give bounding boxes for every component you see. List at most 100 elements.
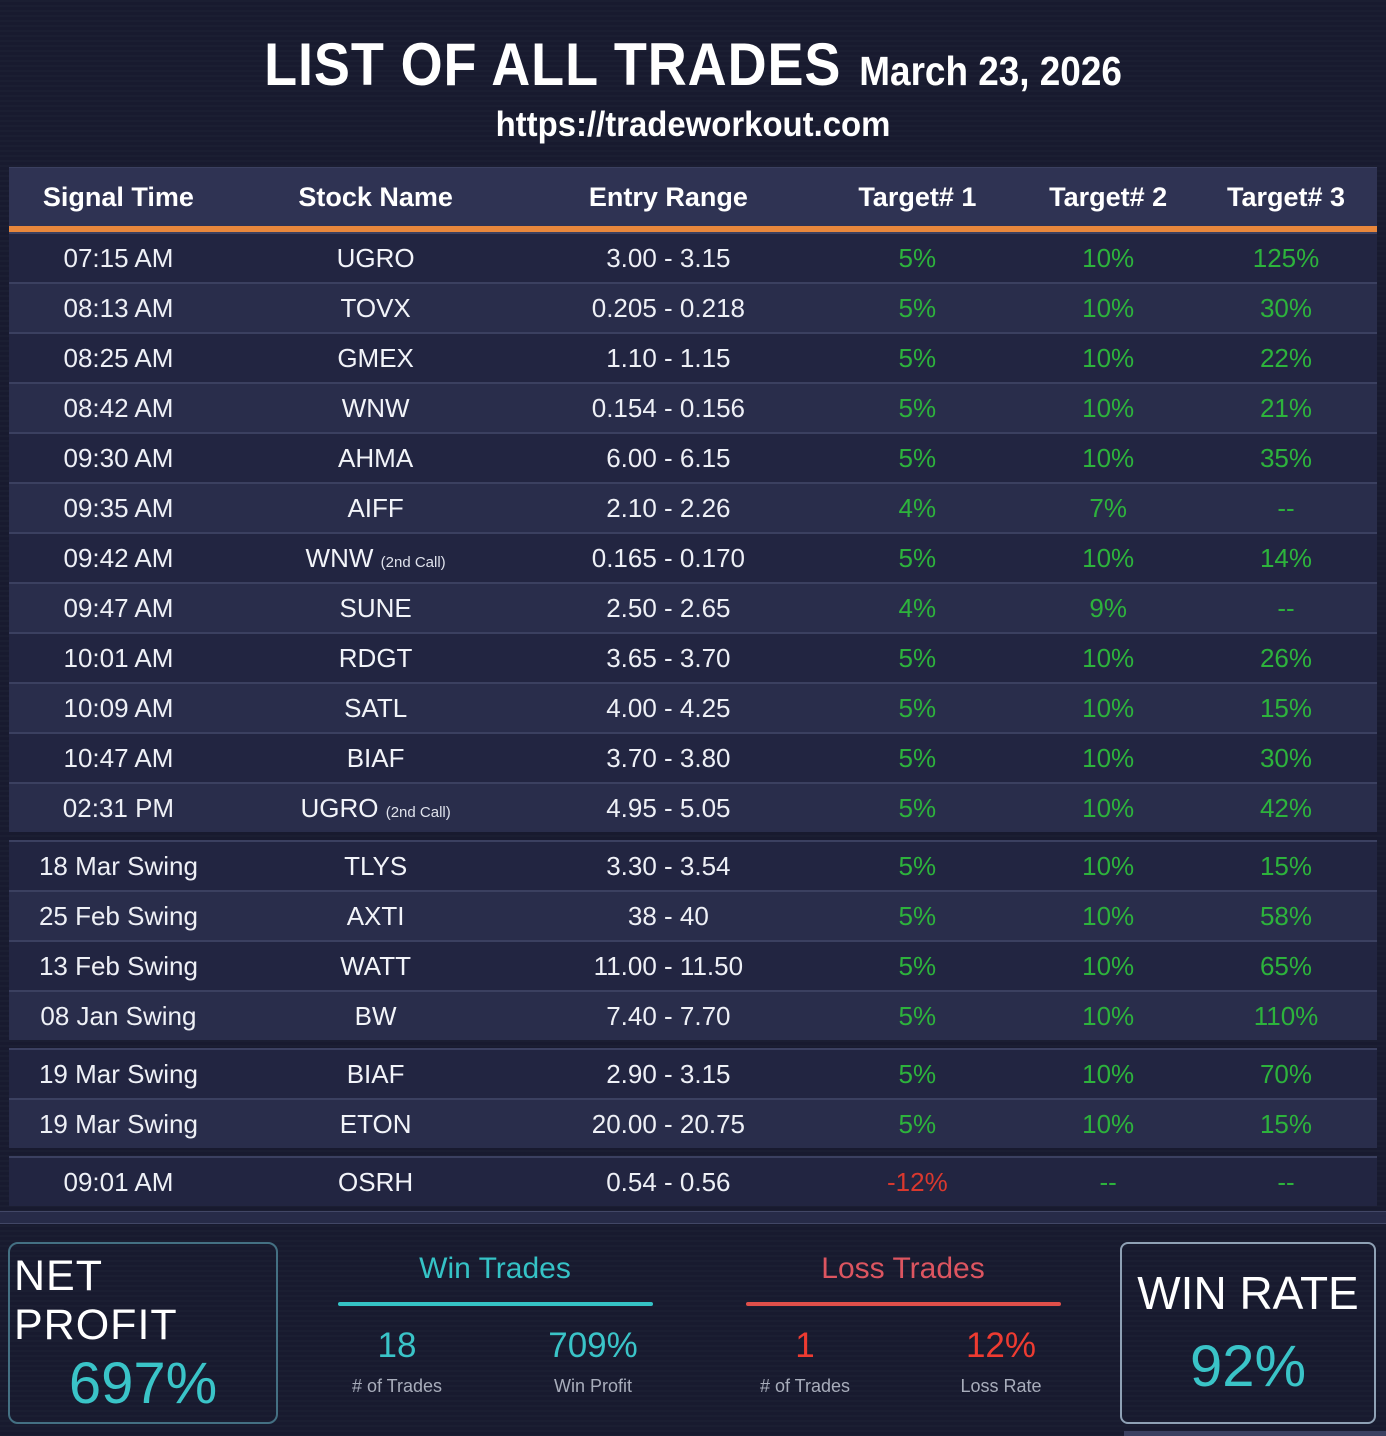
table-row[interactable]: 25 Feb Swing AXTI 38 - 40 5% 10% 58% (9, 890, 1377, 940)
target-3: -- (1277, 592, 1295, 623)
stock-symbol: BW (354, 1000, 397, 1031)
stock-symbol: WATT (340, 950, 411, 981)
target-1: 5% (898, 1000, 937, 1031)
table-row[interactable]: 10:09 AM SATL 4.00 - 4.25 5% 10% 15% (9, 682, 1377, 732)
entry-range: 6.00 - 6.15 (606, 442, 731, 473)
table-row[interactable]: 18 Mar Swing TLYS 3.30 - 3.54 5% 10% 15% (9, 840, 1377, 890)
table-row[interactable]: 09:01 AM OSRH 0.54 - 0.56 -12% -- -- (9, 1156, 1377, 1206)
stock-name: WNW (228, 393, 523, 424)
table-row[interactable]: 08:25 AM GMEX 1.10 - 1.15 5% 10% 22% (9, 332, 1377, 382)
target-1: 5% (898, 742, 937, 773)
table-row[interactable]: 08:13 AM TOVX 0.205 - 0.218 5% 10% 30% (9, 282, 1377, 332)
stock-name: TOVX (228, 293, 523, 324)
stock-symbol: SATL (344, 692, 408, 723)
stock-name: GMEX (228, 343, 523, 374)
target-2: 10% (1082, 1000, 1135, 1031)
column-header-entry-range: Entry Range (588, 181, 748, 212)
loss-trades-count: 1 (795, 1326, 815, 1365)
table-row[interactable]: 09:47 AM SUNE 2.50 - 2.65 4% 9% -- (9, 582, 1377, 632)
target-1: 5% (898, 1108, 937, 1139)
target-2: 10% (1082, 242, 1135, 273)
target-1: 5% (898, 692, 937, 723)
header-accent-rule (9, 226, 1377, 232)
stock-name: WATT (228, 951, 523, 982)
column-header-target-3: Target# 3 (1226, 181, 1346, 212)
table-row[interactable]: 19 Mar Swing ETON 20.00 - 20.75 5% 10% 15% (9, 1098, 1377, 1148)
target-1: 5% (898, 392, 937, 423)
stock-name: OSRH (228, 1167, 523, 1198)
target-2: 10% (1082, 342, 1135, 373)
stock-name: AHMA (228, 443, 523, 474)
entry-range: 38 - 40 (627, 900, 709, 931)
win-trades-count-label: # of Trades (351, 1376, 443, 1396)
target-3: 58% (1259, 900, 1313, 931)
target-3: 70% (1259, 1058, 1313, 1089)
target-1: 5% (898, 850, 937, 881)
win-rate-value: 92% (1189, 1334, 1307, 1400)
loss-rate-label: Loss Rate (960, 1376, 1042, 1396)
stock-symbol: WNW (341, 392, 410, 423)
stock-symbol: AXTI (346, 900, 405, 931)
table-row[interactable]: 10:47 AM BIAF 3.70 - 3.80 5% 10% 30% (9, 732, 1377, 782)
target-3: 21% (1259, 392, 1313, 423)
entry-range: 2.10 - 2.26 (606, 492, 731, 523)
entry-range: 11.00 - 11.50 (593, 950, 744, 981)
win-trades-rule (337, 1302, 653, 1306)
signal-time: 02:31 PM (62, 792, 175, 823)
win-trades-stats: 18 # of Trades 709% Win Profit (337, 1326, 653, 1397)
target-2: 10% (1082, 792, 1135, 823)
target-2: 7% (1089, 492, 1127, 523)
target-1: 5% (898, 950, 937, 981)
table-row[interactable]: 09:42 AM WNW (2nd Call) 0.165 - 0.170 5% 10%… (9, 532, 1377, 582)
net-profit-label: NET PROFIT (14, 1252, 178, 1349)
target-1: 5% (898, 542, 937, 573)
table-row[interactable]: 08 Jan Swing BW 7.40 - 7.70 5% 10% 110% (9, 990, 1377, 1040)
target-2: 9% (1089, 592, 1127, 623)
signal-time: 08 Jan Swing (40, 1000, 197, 1031)
entry-range: 3.70 - 3.80 (606, 742, 731, 773)
target-3: 30% (1259, 742, 1313, 773)
target-3: 15% (1259, 850, 1313, 881)
target-2: 10% (1082, 542, 1135, 573)
target-1: 5% (898, 900, 937, 931)
target-2: 10% (1082, 1058, 1135, 1089)
stock-name: TLYS (228, 851, 523, 882)
target-2: 10% (1082, 642, 1135, 673)
entry-range: 4.00 - 4.25 (606, 692, 731, 723)
table-row[interactable]: 19 Mar Swing BIAF 2.90 - 3.15 5% 10% 70% (9, 1048, 1377, 1098)
entry-range: 4.95 - 5.05 (606, 792, 731, 823)
table-row[interactable]: 13 Feb Swing WATT 11.00 - 11.50 5% 10% 65% (9, 940, 1377, 990)
stock-note: (2nd Call) (385, 803, 451, 821)
stock-symbol: AHMA (338, 442, 414, 473)
signal-time: 08:42 AM (63, 392, 174, 423)
stock-name: WNW (2nd Call) (228, 543, 523, 574)
site-url-link[interactable]: https://tradeworkout.com (495, 105, 891, 144)
target-2: 10% (1082, 292, 1135, 323)
stock-name: UGRO (228, 243, 523, 274)
signal-time: 25 Feb Swing (38, 900, 198, 931)
table-row[interactable]: 07:15 AM UGRO 3.00 - 3.15 5% 10% 125% (9, 232, 1377, 282)
stock-symbol: RDGT (338, 642, 413, 673)
net-profit-value: 697% (68, 1351, 218, 1416)
target-3: 15% (1259, 1108, 1313, 1139)
table-row[interactable]: 09:30 AM AHMA 6.00 - 6.15 5% 10% 35% (9, 432, 1377, 482)
table-row[interactable]: 10:01 AM RDGT 3.65 - 3.70 5% 10% 26% (9, 632, 1377, 682)
target-2: 10% (1082, 742, 1135, 773)
entry-range: 2.90 - 3.15 (606, 1058, 731, 1089)
stock-symbol: SUNE (339, 592, 412, 623)
win-trades-count-group: 18 # of Trades (337, 1326, 457, 1397)
section-divider (0, 1211, 1386, 1224)
table-row[interactable]: 08:42 AM WNW 0.154 - 0.156 5% 10% 21% (9, 382, 1377, 432)
stock-symbol: UGRO (336, 242, 415, 273)
table-row[interactable]: 09:35 AM AIFF 2.10 - 2.26 4% 7% -- (9, 482, 1377, 532)
win-trades-title: Win Trades (419, 1252, 571, 1285)
signal-time: 09:35 AM (63, 492, 174, 523)
entry-range: 3.65 - 3.70 (606, 642, 731, 673)
win-trades-panel: Win Trades 18 # of Trades 709% Win Profi… (304, 1242, 686, 1424)
win-profit-group: 709% Win Profit (533, 1326, 653, 1397)
table-row[interactable]: 02:31 PM UGRO (2nd Call) 4.95 - 5.05 5% 10% 4… (9, 782, 1377, 832)
stock-name: RDGT (228, 643, 523, 674)
signal-time: 19 Mar Swing (38, 1058, 198, 1089)
stock-name: BIAF (228, 743, 523, 774)
